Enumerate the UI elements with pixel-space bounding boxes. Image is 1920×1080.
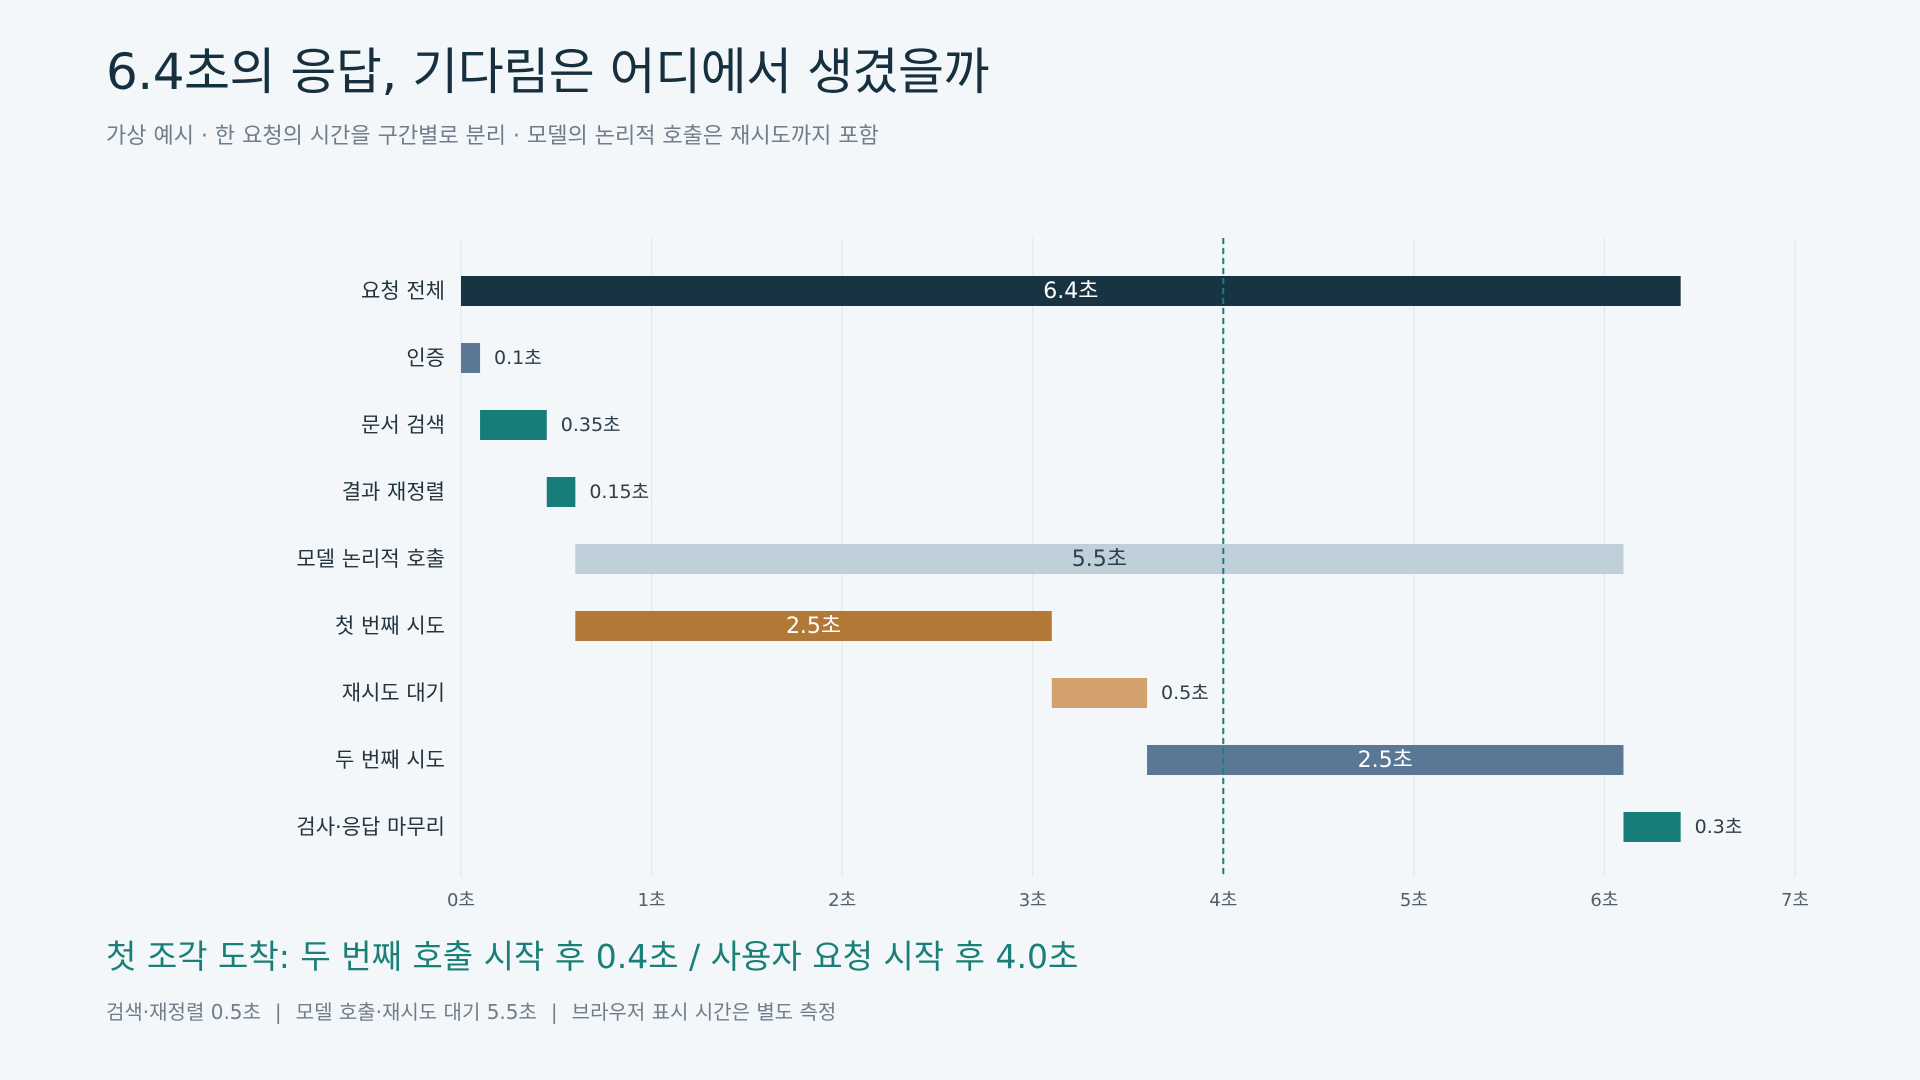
footnote-item: 모델 호출·재시도 대기 5.5초 [295, 1000, 537, 1024]
row-label: 재시도 대기 [342, 681, 445, 705]
row-label: 인증 [406, 346, 445, 370]
bar [480, 410, 547, 440]
bar [575, 544, 1624, 574]
bar [1051, 678, 1148, 708]
bar [1147, 745, 1624, 775]
row-label: 요청 전체 [361, 279, 445, 303]
row-label: 문서 검색 [361, 413, 445, 437]
bar [461, 343, 481, 373]
bar [546, 477, 576, 507]
page-title: 6.4초의 응답, 기다림은 어디에서 생겼을까 [106, 43, 989, 101]
x-tick-label: 1초 [638, 890, 666, 911]
x-tick-label: 7초 [1781, 890, 1809, 911]
bar-value-label: 0.5초 [1161, 682, 1209, 704]
x-tick-label: 5초 [1400, 890, 1428, 911]
x-tick-label: 3초 [1019, 890, 1047, 911]
bar-value-label: 2.5초 [1358, 748, 1413, 773]
bar [461, 276, 1681, 306]
row-label: 두 번째 시도 [335, 748, 445, 772]
row-label: 모델 논리적 호출 [296, 547, 445, 571]
footnote-separator: | [550, 1000, 558, 1024]
bar-value-label: 5.5초 [1072, 547, 1127, 572]
footnote-separator: | [274, 1000, 282, 1024]
x-tick-label: 6초 [1590, 890, 1618, 911]
bar-value-label: 6.4초 [1043, 279, 1098, 304]
bar [1623, 812, 1681, 842]
first-chunk-callout: 첫 조각 도착: 두 번째 호출 시작 후 0.4초 / 사용자 요청 시작 후… [106, 937, 1079, 976]
footnote: 검색·재정렬 0.5초 | 모델 호출·재시도 대기 5.5초 | 브라우저 표시 시간… [106, 996, 836, 1025]
x-tick-label: 4초 [1209, 890, 1237, 911]
bar-value-label: 0.35초 [561, 414, 621, 436]
row-label: 첫 번째 시도 [335, 614, 445, 638]
footnote-item: 브라우저 표시 시간은 별도 측정 [571, 1000, 837, 1024]
bar-value-label: 0.1초 [494, 347, 542, 369]
row-label: 결과 재정렬 [342, 480, 445, 504]
page-subtitle: 가상 예시 · 한 요청의 시간을 구간별로 분리 · 모델의 논리적 호출은 … [106, 124, 879, 149]
x-tick-label: 2초 [828, 890, 856, 911]
bar-value-label: 0.3초 [1695, 816, 1743, 838]
bar-value-label: 2.5초 [786, 614, 841, 639]
bar [575, 611, 1052, 641]
bar-value-label: 0.15초 [589, 481, 649, 503]
row-label: 검사·응답 마무리 [296, 815, 445, 839]
x-tick-label: 0초 [447, 890, 475, 911]
footnote-item: 검색·재정렬 0.5초 [106, 1000, 261, 1024]
